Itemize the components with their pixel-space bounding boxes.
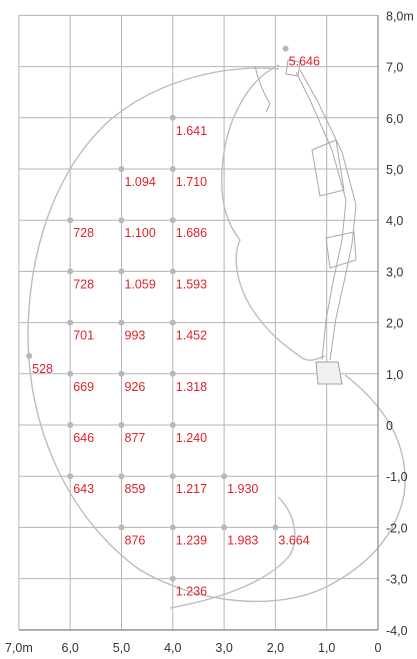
load-point-marker	[118, 217, 125, 224]
y-tick-label: 8,0m	[386, 9, 414, 23]
y-tick-label: -3,0	[386, 573, 408, 587]
load-point-marker	[67, 422, 74, 428]
load-value-label: 669	[73, 380, 94, 394]
load-point-marker	[282, 45, 289, 52]
load-point-marker	[118, 370, 125, 377]
load-value-label: 1.059	[125, 277, 156, 291]
load-point-marker	[169, 217, 176, 224]
load-value-label: 1.094	[125, 175, 156, 189]
load-value-label: 701	[73, 329, 94, 343]
load-value-label: 1.930	[227, 482, 258, 496]
load-point-marker	[67, 268, 74, 275]
load-point-marker	[169, 473, 176, 480]
load-value-label: 1.710	[176, 175, 207, 189]
y-tick-label: 7,0	[386, 61, 403, 75]
load-value-label: 528	[32, 362, 53, 376]
load-value-label: 1.239	[176, 533, 207, 547]
digging-depth-curve	[169, 496, 296, 609]
load-value-label: 859	[125, 482, 146, 496]
y-tick-label: 3,0	[386, 265, 403, 279]
boom-base	[315, 361, 343, 385]
load-point-marker	[118, 524, 125, 531]
load-value-label: 993	[125, 329, 146, 343]
outer-reach-curve	[27, 67, 406, 603]
load-value-label: 877	[125, 431, 146, 445]
y-tick-label: 4,0	[386, 214, 403, 228]
axes: 7,0m 6,0 5,0 4,0 3,0 2,0 1,0 0 8,0m 7,0 6,0 5,0 4,0 3…	[5, 9, 414, 655]
load-value-label: 1.452	[176, 329, 207, 343]
load-point-marker	[67, 217, 74, 224]
load-value-label: 1.318	[176, 380, 207, 394]
x-tick-label: 3,0	[215, 641, 232, 655]
x-tick-label: 7,0m	[5, 641, 33, 655]
y-tick-label: 6,0	[386, 112, 403, 126]
load-value-label: 5.646	[289, 55, 320, 69]
load-point-marker	[169, 166, 176, 172]
x-tick-label: 1,0	[318, 641, 335, 655]
inner-reach-curve	[220, 64, 326, 361]
x-tick-label: 2,0	[267, 641, 284, 655]
grid	[18, 14, 378, 631]
load-value-label: 728	[73, 277, 94, 291]
load-value-label: 1.641	[176, 124, 207, 138]
y-tick-label: -1,0	[386, 470, 408, 484]
load-value-label: 646	[73, 431, 94, 445]
load-point-marker	[169, 524, 176, 531]
load-value-label: 926	[125, 380, 146, 394]
load-value-label: 1.100	[125, 226, 156, 240]
load-value-label: 728	[73, 226, 94, 240]
load-point-marker	[169, 114, 176, 121]
load-value-label: 1.217	[176, 482, 207, 496]
load-value-label: 876	[125, 533, 146, 547]
load-point-marker	[118, 319, 125, 326]
load-point-marker	[118, 268, 125, 275]
x-tick-label: 0	[375, 641, 382, 655]
x-tick-label: 6,0	[62, 641, 79, 655]
load-point-marker	[67, 319, 74, 326]
boom-tip-hook	[254, 59, 301, 113]
y-tick-label: 0	[386, 419, 393, 433]
y-tick-label: 1,0	[386, 368, 403, 382]
x-tick-label: 4,0	[164, 641, 181, 655]
load-point-marker	[26, 352, 33, 359]
y-tick-label: 5,0	[386, 163, 403, 177]
reach-envelope	[27, 64, 406, 609]
boom-main-arm	[295, 71, 347, 361]
load-value-label: 643	[73, 482, 94, 496]
load-point-marker	[67, 370, 74, 377]
y-tick-label: -4,0	[386, 624, 408, 638]
load-value-label: 1.983	[227, 533, 258, 547]
load-value-label: 1.240	[176, 431, 207, 445]
load-point-marker	[169, 268, 176, 275]
load-point-marker	[169, 319, 176, 326]
y-tick-label: 2,0	[386, 317, 403, 331]
load-point-marker	[67, 473, 74, 480]
load-value-label: 1.593	[176, 277, 207, 291]
load-point-marker	[118, 422, 125, 428]
load-point-marker	[169, 370, 176, 377]
load-points: 5.646 1.641 1.094 1.710 728 1.100 1.686 728 1.05…	[26, 45, 320, 599]
load-value-label: 3.664	[278, 533, 309, 547]
load-point-marker	[272, 524, 279, 531]
load-point-marker	[221, 524, 228, 531]
load-point-marker	[118, 473, 125, 480]
load-point-marker	[118, 166, 125, 172]
boom-secondary-arm	[299, 69, 357, 361]
load-point-marker	[221, 473, 228, 480]
y-tick-label: -2,0	[386, 521, 408, 535]
x-tick-label: 5,0	[113, 641, 130, 655]
load-point-marker	[169, 575, 176, 582]
load-value-label: 1.686	[176, 226, 207, 240]
boom-hydraulic-cylinder	[311, 139, 357, 269]
load-value-label: 1.236	[176, 585, 207, 599]
crane-boom-silhouette	[254, 59, 357, 385]
load-point-marker	[169, 422, 176, 428]
